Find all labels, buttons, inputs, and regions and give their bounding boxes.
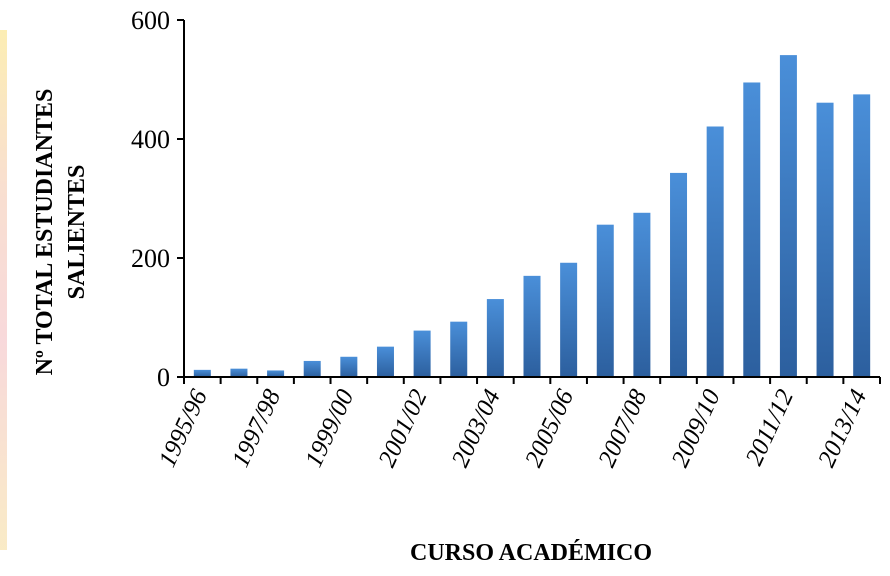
x-tick-label: 2009/10 [667, 385, 726, 471]
bar-2006-07 [596, 224, 614, 377]
bar-2007-08 [633, 212, 651, 377]
axes-group [183, 20, 880, 378]
x-tick-label: 2007/08 [593, 385, 652, 471]
x-tick-label: 1997/98 [227, 385, 286, 471]
y-axis-label-line: SALIENTES [64, 165, 90, 300]
y-tick-label: 200 [131, 244, 170, 273]
bar-2010-11 [743, 82, 761, 377]
bar-2008-09 [670, 172, 688, 377]
bar-2000-01 [376, 346, 394, 377]
x-tick-label: 2011/12 [741, 386, 799, 470]
y-axis-label: Nº TOTAL ESTUDIANTES SALIENTES [32, 89, 90, 376]
x-axis-label: CURSO ACADÉMICO [410, 540, 652, 566]
x-tick-label: 2003/04 [447, 386, 506, 472]
y-tick-label: 0 [157, 363, 170, 392]
x-tick-label: 1995/96 [154, 385, 213, 471]
bar-1995-96 [193, 369, 211, 377]
bar-2003-04 [486, 299, 504, 377]
bar-1996-97 [230, 368, 248, 377]
x-tick-label: 2001/02 [374, 386, 433, 472]
y-axis-label-line: Nº TOTAL ESTUDIANTES [32, 89, 58, 376]
x-tick-label: 2013/14 [813, 386, 872, 472]
x-tick-label: 2005/06 [520, 385, 579, 471]
decorative-edge [0, 30, 7, 550]
bar-1999-00 [340, 356, 358, 377]
bar-2009-10 [706, 126, 724, 377]
y-tick-label: 600 [131, 6, 170, 35]
x-tick-label: 1999/00 [300, 385, 359, 471]
bar-2005-06 [560, 262, 578, 377]
x-ticks-group: 1995/96 1997/98 1999/00 2001/02 2003/04 2005/… [154, 377, 881, 472]
bar-1998-99 [303, 360, 321, 377]
y-ticks-group: 0 200 400 600 [131, 6, 184, 392]
bar-2012-13 [816, 102, 834, 377]
bar-1997-98 [267, 370, 285, 377]
bar-2001-02 [413, 330, 431, 377]
bar-2011-12 [779, 55, 797, 378]
bar-2004-05 [523, 275, 541, 377]
bar-2002-03 [450, 321, 468, 377]
bar-2013-14 [853, 94, 871, 378]
y-tick-label: 400 [131, 125, 170, 154]
bars-group [193, 55, 871, 378]
